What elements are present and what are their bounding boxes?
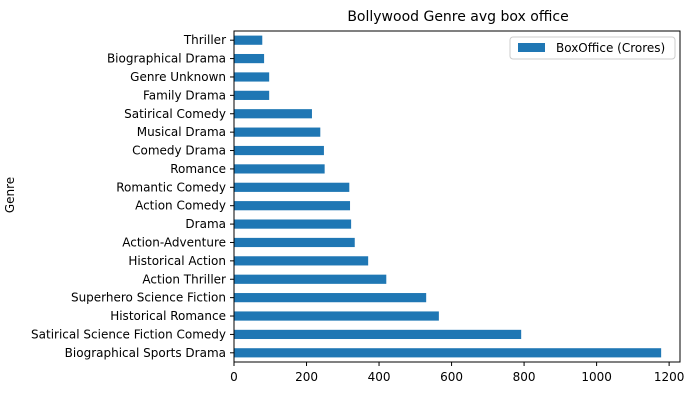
bar bbox=[234, 164, 325, 174]
x-tick-label: 1000 bbox=[581, 370, 612, 384]
y-tick-label: Romantic Comedy bbox=[116, 180, 226, 194]
bar bbox=[234, 256, 369, 266]
bar bbox=[234, 201, 351, 211]
y-axis-ticks: Biographical Sports Drama Satirical Scien… bbox=[31, 33, 234, 360]
y-tick-label: Action Comedy bbox=[135, 199, 226, 213]
x-tick-label: 800 bbox=[513, 370, 536, 384]
bar bbox=[234, 293, 427, 303]
legend: BoxOffice (Crores) bbox=[509, 36, 676, 60]
legend-swatch bbox=[518, 43, 545, 52]
y-tick-label: Action-Adventure bbox=[122, 235, 226, 249]
x-tick-label: 600 bbox=[440, 370, 463, 384]
bar bbox=[234, 53, 265, 64]
bar bbox=[234, 90, 270, 100]
y-tick-label: Action Thriller bbox=[142, 272, 226, 286]
legend-box bbox=[509, 36, 676, 60]
y-tick-label: Satirical Science Fiction Comedy bbox=[31, 327, 226, 341]
chart-title: Bollywood Genre avg box office bbox=[347, 9, 568, 25]
bar-group bbox=[234, 35, 662, 358]
y-tick-label: Historical Romance bbox=[110, 309, 226, 323]
x-tick-label: 0 bbox=[230, 370, 238, 384]
bar bbox=[234, 219, 352, 229]
bar bbox=[234, 127, 321, 137]
bar bbox=[234, 145, 324, 156]
y-tick-label: Romance bbox=[170, 162, 226, 176]
bar bbox=[234, 35, 263, 45]
bar bbox=[234, 348, 662, 358]
y-tick-label: Drama bbox=[185, 217, 226, 231]
x-tick-label: 1200 bbox=[654, 370, 685, 384]
y-tick-label: Satirical Comedy bbox=[124, 107, 226, 121]
bar bbox=[234, 109, 312, 119]
plot-frame bbox=[233, 30, 681, 363]
y-tick-label: Historical Action bbox=[128, 254, 226, 268]
bar bbox=[234, 274, 387, 284]
y-axis-label: Genre bbox=[3, 177, 17, 213]
x-tick-label: 400 bbox=[368, 370, 391, 384]
bar bbox=[234, 329, 522, 340]
y-tick-label: Family Drama bbox=[143, 88, 226, 102]
bar bbox=[234, 237, 355, 248]
y-tick-label: Musical Drama bbox=[137, 125, 226, 139]
x-axis-ticks: 0 200 400 600 800 1000 1200 bbox=[230, 362, 684, 384]
y-tick-label: Superhero Science Fiction bbox=[71, 291, 226, 305]
y-tick-label: Biographical Drama bbox=[107, 52, 226, 66]
bar bbox=[234, 72, 270, 82]
bar bbox=[234, 182, 350, 192]
bar bbox=[234, 311, 439, 321]
legend-label: BoxOffice (Crores) bbox=[556, 41, 665, 55]
y-tick-label: Biographical Sports Drama bbox=[65, 346, 226, 360]
y-tick-label: Genre Unknown bbox=[130, 70, 226, 84]
y-tick-label: Comedy Drama bbox=[132, 144, 226, 158]
y-tick-label: Thriller bbox=[183, 33, 226, 47]
x-tick-label: 200 bbox=[295, 370, 318, 384]
